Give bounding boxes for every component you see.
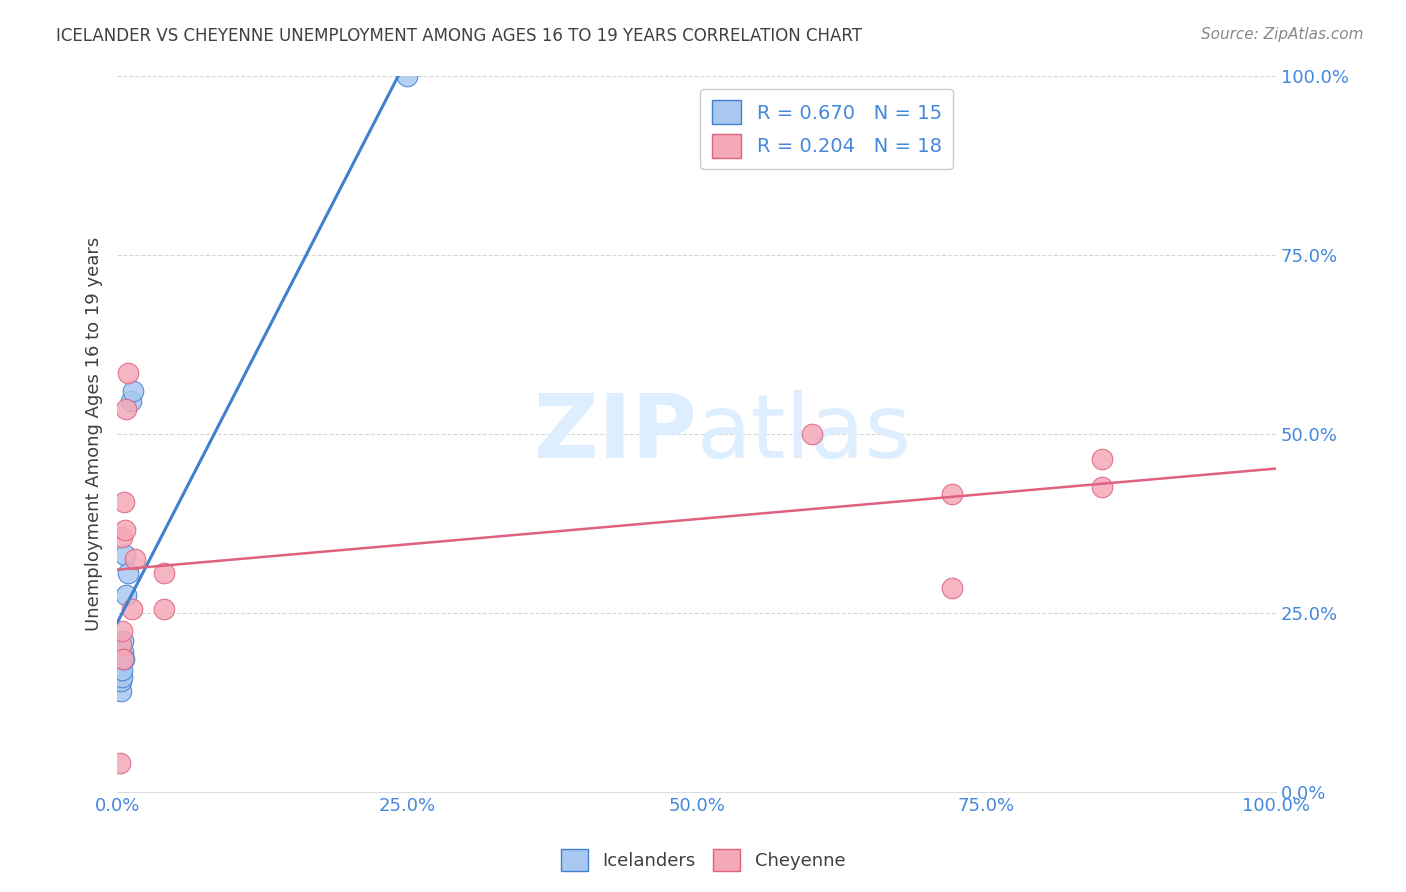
Text: ZIP: ZIP xyxy=(534,390,696,477)
Point xyxy=(111,652,134,666)
Point xyxy=(801,426,824,441)
Text: atlas: atlas xyxy=(696,390,911,477)
Point xyxy=(152,602,174,616)
Point xyxy=(120,394,142,409)
Point xyxy=(111,624,134,638)
Point xyxy=(124,552,146,566)
Point xyxy=(117,366,139,380)
Point xyxy=(110,638,132,652)
Point xyxy=(111,663,134,677)
Point xyxy=(117,566,139,581)
Point xyxy=(121,602,143,616)
Point xyxy=(110,673,132,688)
Point xyxy=(941,487,963,501)
Point xyxy=(1091,480,1114,494)
Point xyxy=(108,756,131,770)
Text: Source: ZipAtlas.com: Source: ZipAtlas.com xyxy=(1201,27,1364,42)
Point xyxy=(1091,451,1114,466)
Point xyxy=(122,384,145,398)
Point xyxy=(111,634,134,648)
Point xyxy=(111,645,134,659)
Point xyxy=(941,581,963,595)
Legend: Icelanders, Cheyenne: Icelanders, Cheyenne xyxy=(554,842,852,879)
Point xyxy=(112,494,135,508)
Point xyxy=(111,531,134,545)
Point xyxy=(108,659,131,673)
Legend: R = 0.670   N = 15, R = 0.204   N = 18: R = 0.670 N = 15, R = 0.204 N = 18 xyxy=(700,89,953,169)
Point xyxy=(112,652,135,666)
Point xyxy=(114,523,136,537)
Point xyxy=(395,69,418,83)
Point xyxy=(114,549,136,563)
Point xyxy=(110,684,132,698)
Y-axis label: Unemployment Among Ages 16 to 19 years: Unemployment Among Ages 16 to 19 years xyxy=(86,236,103,631)
Point xyxy=(152,566,174,581)
Point xyxy=(115,401,138,416)
Point xyxy=(115,588,138,602)
Point xyxy=(108,652,131,666)
Point xyxy=(111,670,134,684)
Text: ICELANDER VS CHEYENNE UNEMPLOYMENT AMONG AGES 16 TO 19 YEARS CORRELATION CHART: ICELANDER VS CHEYENNE UNEMPLOYMENT AMONG… xyxy=(56,27,862,45)
